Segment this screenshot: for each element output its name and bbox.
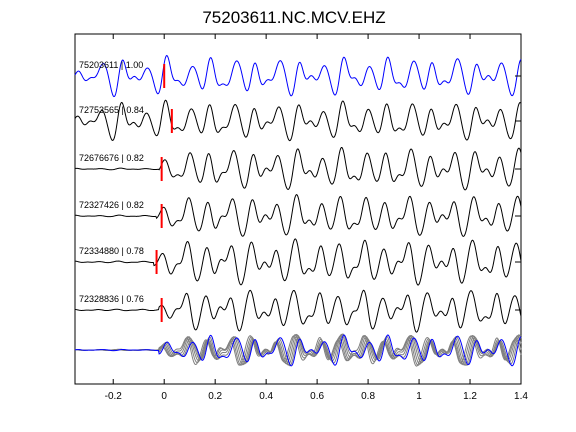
traces-group	[74, 54, 522, 333]
x-tick-label: 1.4	[514, 391, 528, 402]
trace-label: 72328836 | 0.76	[79, 294, 144, 304]
x-tick-label: 0.2	[208, 391, 222, 402]
plot-area-frame	[74, 33, 522, 385]
x-tick-label: -0.2	[105, 391, 123, 402]
trace-label: 75203611 | 1.00	[79, 60, 143, 70]
overlay-stack	[74, 333, 522, 367]
chart-title: 75203611.NC.MCV.EHZ	[202, 8, 385, 27]
trace-label: 72327426 | 0.82	[79, 200, 144, 210]
trace-line-72327426	[74, 194, 522, 237]
x-axis: -0.2 0 0.2 0.4 0.6 0.8 1 1.2 1.4	[105, 34, 528, 402]
trace-line-72753565	[74, 99, 522, 142]
trace-label: 72334880 | 0.78	[79, 246, 144, 256]
overlay-reference-trace	[74, 334, 522, 367]
trace-label: 72753565 | 0.84	[79, 105, 144, 115]
x-tick-label: 1	[416, 391, 422, 402]
trace-line-72328836	[74, 289, 522, 333]
trace-line-72334880	[74, 238, 522, 286]
trace-labels-group: 75203611 | 1.00 72753565 | 0.84 72676676 |…	[79, 60, 144, 304]
trace-label: 72676676 | 0.82	[79, 153, 144, 163]
trace-line-72676676	[74, 147, 522, 191]
x-tick-label: 0.6	[310, 391, 324, 402]
x-tick-label: 1.2	[463, 391, 477, 402]
trace-line-75203611	[74, 54, 522, 98]
x-tick-label: 0	[161, 391, 167, 402]
x-tick-label: 0.8	[361, 391, 375, 402]
overlay-trace	[74, 335, 522, 367]
picks-group	[155, 64, 173, 322]
x-tick-label: 0.4	[259, 391, 273, 402]
